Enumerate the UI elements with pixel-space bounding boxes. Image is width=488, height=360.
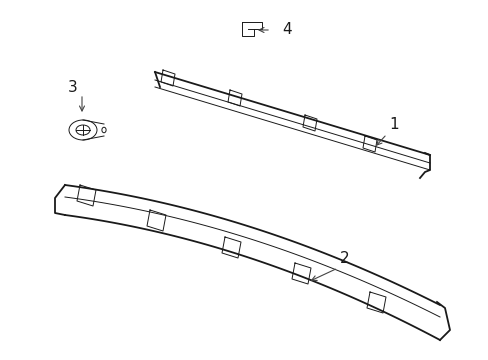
Text: 3: 3 xyxy=(68,80,78,95)
Text: 2: 2 xyxy=(339,251,349,266)
Text: 1: 1 xyxy=(388,117,398,132)
Text: 4: 4 xyxy=(282,22,291,37)
